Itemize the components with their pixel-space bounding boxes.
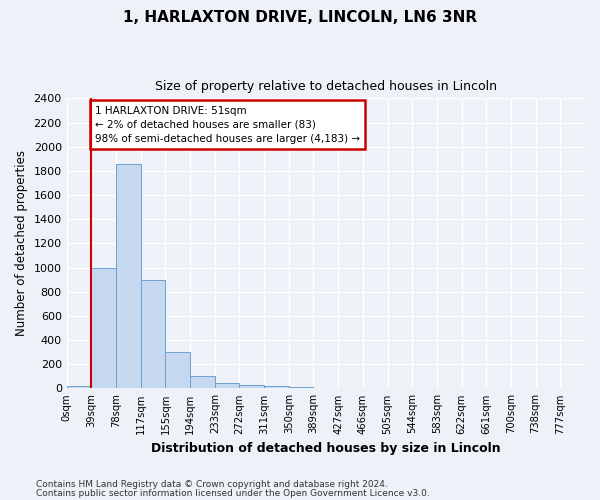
Title: Size of property relative to detached houses in Lincoln: Size of property relative to detached ho… — [155, 80, 497, 93]
Bar — [190, 376, 215, 388]
X-axis label: Distribution of detached houses by size in Lincoln: Distribution of detached houses by size … — [151, 442, 500, 455]
Bar — [289, 387, 313, 388]
Y-axis label: Number of detached properties: Number of detached properties — [15, 150, 28, 336]
Text: Contains HM Land Registry data © Crown copyright and database right 2024.: Contains HM Land Registry data © Crown c… — [36, 480, 388, 489]
Text: 1 HARLAXTON DRIVE: 51sqm
← 2% of detached houses are smaller (83)
98% of semi-de: 1 HARLAXTON DRIVE: 51sqm ← 2% of detache… — [95, 106, 360, 144]
Bar — [116, 164, 141, 388]
Bar — [215, 382, 239, 388]
Bar — [166, 352, 190, 389]
Bar — [141, 280, 166, 388]
Bar — [264, 386, 289, 388]
Bar — [239, 385, 264, 388]
Bar — [91, 268, 116, 388]
Bar — [67, 386, 91, 388]
Text: Contains public sector information licensed under the Open Government Licence v3: Contains public sector information licen… — [36, 489, 430, 498]
Text: 1, HARLAXTON DRIVE, LINCOLN, LN6 3NR: 1, HARLAXTON DRIVE, LINCOLN, LN6 3NR — [123, 10, 477, 25]
